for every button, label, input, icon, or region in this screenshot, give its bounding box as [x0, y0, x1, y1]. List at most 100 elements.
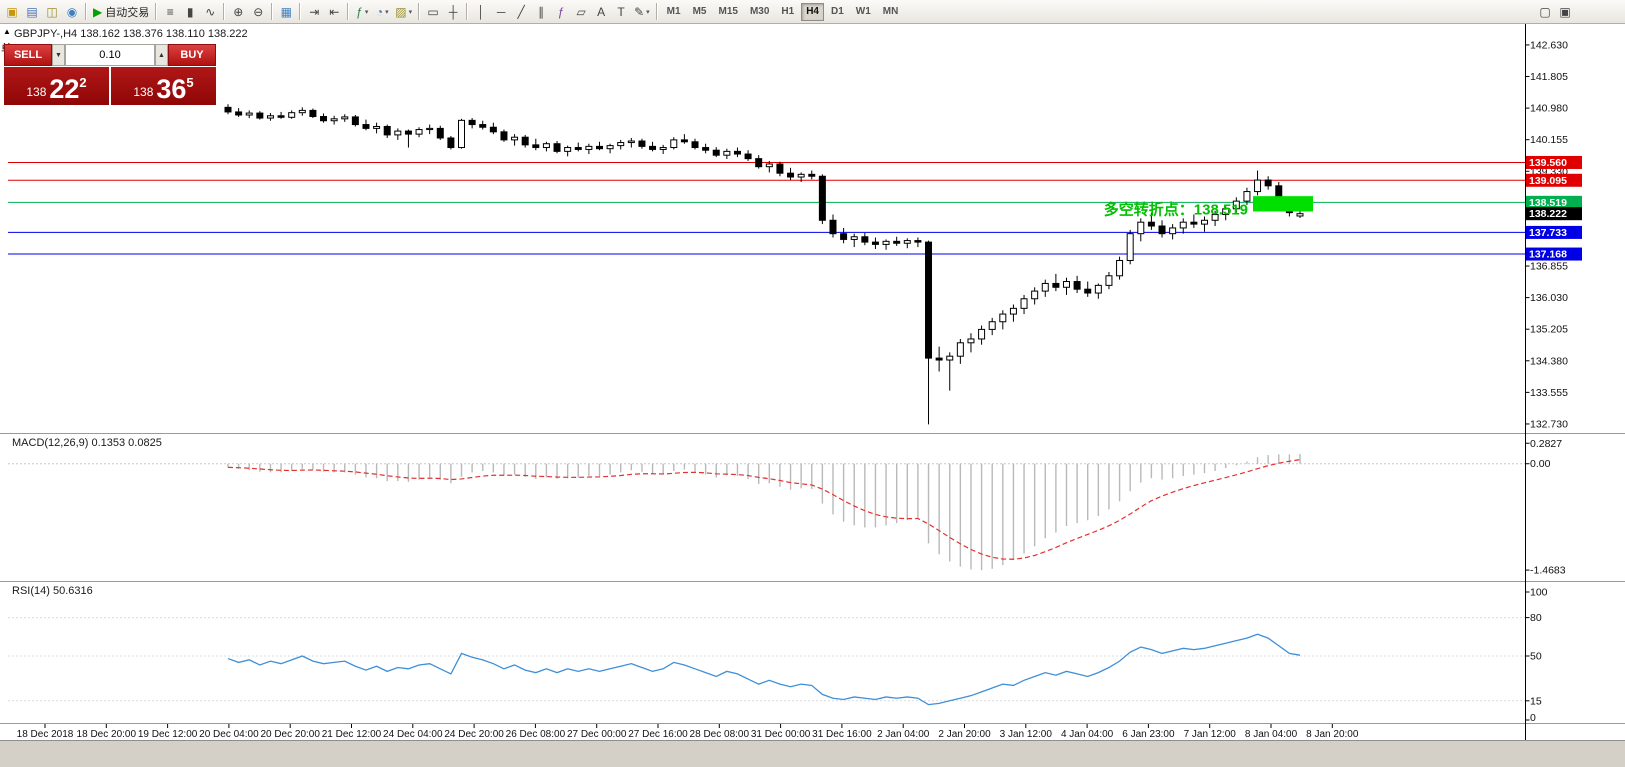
timeframe-w1-button[interactable]: W1: [851, 3, 876, 21]
svg-text:15: 15: [1530, 695, 1542, 707]
axis-label-138.519: 138.519: [1526, 195, 1582, 209]
lot-size-input[interactable]: [65, 44, 155, 66]
vertical-line-icon[interactable]: │: [471, 2, 491, 22]
candlestick-chart-icon: ▮: [186, 4, 194, 19]
periods-icon[interactable]: ◔ ▾: [372, 2, 392, 22]
arrows-icon[interactable]: ✎ ▾: [631, 2, 653, 22]
svg-text:3 Jan 12:00: 3 Jan 12:00: [1000, 729, 1053, 740]
svg-text:27 Dec 16:00: 27 Dec 16:00: [628, 729, 688, 740]
timeframe-mn-button[interactable]: MN: [878, 3, 904, 21]
collapse-panel-arrow-icon[interactable]: ▲: [3, 27, 11, 36]
candlestick-chart-icon[interactable]: ▮: [180, 2, 200, 22]
indicators-icon[interactable]: ƒ ▾: [352, 2, 372, 22]
zoom-out-icon[interactable]: ⊖: [248, 2, 268, 22]
horizontal-line-icon: ─: [496, 4, 506, 19]
templates-icon[interactable]: ▨ ▾: [392, 2, 415, 22]
bid-price-prefix: 138: [26, 85, 47, 99]
timeframe-m30-button[interactable]: M30: [745, 3, 774, 21]
bar-chart-icon[interactable]: ≡: [160, 2, 180, 22]
fullscreen-icon[interactable]: ▢: [1535, 2, 1555, 22]
text-label-icon[interactable]: T: [611, 2, 631, 22]
svg-text:0: 0: [1530, 712, 1536, 724]
svg-text:27 Dec 00:00: 27 Dec 00:00: [567, 729, 627, 740]
refresh-icon[interactable]: ◉: [62, 2, 82, 22]
buy-button[interactable]: BUY: [168, 44, 216, 66]
trendline-icon[interactable]: ╱: [511, 2, 531, 22]
svg-text:138.519: 138.519: [1529, 197, 1567, 209]
cursor-icon[interactable]: ▭: [423, 2, 443, 22]
svg-text:0.2827: 0.2827: [1530, 438, 1562, 450]
new-order-icon: ▣: [6, 4, 18, 19]
chart-title-ohlc: GBPJPY-,H4 138.162 138.376 138.110 138.2…: [14, 28, 248, 40]
ask-price-prefix: 138: [133, 85, 154, 99]
toolbar-separator: [85, 3, 87, 20]
tile-windows-icon[interactable]: ▦: [276, 2, 296, 22]
chart-window-icon: ▤: [26, 4, 38, 19]
svg-text:8 Jan 04:00: 8 Jan 04:00: [1245, 729, 1298, 740]
vertical-line-icon: │: [477, 4, 485, 19]
svg-text:50: 50: [1530, 651, 1542, 663]
svg-text:8 Jan 20:00: 8 Jan 20:00: [1306, 729, 1359, 740]
autotrading-button[interactable]: ▶ 自动交易: [90, 2, 152, 22]
sell-button[interactable]: SELL: [4, 44, 52, 66]
horizontal-line-icon[interactable]: ─: [491, 2, 511, 22]
svg-text:31 Dec 00:00: 31 Dec 00:00: [751, 729, 811, 740]
svg-text:21 Dec 12:00: 21 Dec 12:00: [322, 729, 382, 740]
profiles-icon[interactable]: ◫: [42, 2, 62, 22]
line-chart-icon[interactable]: ∿: [200, 2, 220, 22]
window-list-icon[interactable]: ▣: [1555, 2, 1575, 22]
shapes-icon[interactable]: ▱: [571, 2, 591, 22]
text-icon[interactable]: A: [591, 2, 611, 22]
dropdown-caret-icon: ▾: [385, 8, 389, 16]
crosshair-icon[interactable]: ┼: [443, 2, 463, 22]
lot-increase-button[interactable]: ▲: [155, 44, 168, 66]
annotation-text[interactable]: 多空转折点：138.519: [1104, 200, 1248, 218]
arrows-icon: ✎: [634, 4, 645, 19]
svg-text:2 Jan 20:00: 2 Jan 20:00: [938, 729, 991, 740]
svg-text:24 Dec 20:00: 24 Dec 20:00: [444, 729, 504, 740]
highlight-rectangle[interactable]: [1253, 196, 1313, 212]
svg-text:137.733: 137.733: [1529, 227, 1567, 239]
chart-shift-icon: ⇤: [329, 4, 340, 19]
timeframe-h4-button[interactable]: H4: [801, 2, 824, 21]
crosshair-icon: ┼: [448, 4, 458, 19]
fibonacci-icon[interactable]: ƒ: [551, 2, 571, 22]
periods-icon: ◔: [375, 4, 384, 19]
buy-price-button[interactable]: 138 36 5: [111, 67, 216, 105]
dropdown-caret-icon: ▾: [408, 8, 413, 16]
svg-text:24 Dec 04:00: 24 Dec 04:00: [383, 729, 443, 740]
bid-price-sup: 2: [79, 75, 87, 90]
chart-shift-icon[interactable]: ⇤: [324, 2, 344, 22]
dropdown-caret-icon: ▾: [364, 8, 369, 16]
svg-text:100: 100: [1530, 587, 1548, 599]
lot-decrease-button[interactable]: ▼: [52, 44, 65, 66]
tile-windows-icon: ▦: [280, 4, 292, 19]
toolbar: ▣ ▤ ◫ ◉ ▶ 自动交易 ≡ ▮ ∿ ⊕ ⊖ ▦ ⇥ ⇤ ƒ ▾ ◔ ▾ ▨ ▾ ▭ ┼ │ ─ ╱ ∥ ƒ ▱ A T ✎ ▾ M1 M5 M…: [0, 0, 1625, 24]
new-order-icon[interactable]: ▣: [2, 2, 22, 22]
chart-background: [0, 24, 1625, 740]
zoom-in-icon[interactable]: ⊕: [228, 2, 248, 22]
svg-text:136.855: 136.855: [1530, 261, 1568, 273]
svg-text:134.380: 134.380: [1530, 355, 1568, 367]
timeframe-m1-button[interactable]: M1: [662, 3, 686, 21]
timeframe-h1-button[interactable]: H1: [776, 3, 799, 21]
trendline-icon: ╱: [517, 4, 525, 19]
profiles-icon: ◫: [46, 4, 58, 19]
channel-icon[interactable]: ∥: [531, 2, 551, 22]
time-axis[interactable]: 18 Dec 2018 18 Dec 20:00 19 Dec 12:00 20 De…: [17, 724, 1359, 740]
timeframe-d1-button[interactable]: D1: [826, 3, 849, 21]
zoom-in-icon: ⊕: [233, 4, 244, 19]
sell-price-button[interactable]: 138 22 2: [4, 67, 109, 105]
svg-text:18 Dec 2018: 18 Dec 2018: [17, 729, 74, 740]
bar-chart-icon: ≡: [166, 4, 174, 19]
rsi-indicator-label: RSI(14) 50.6316: [12, 585, 93, 597]
timeframe-m15-button[interactable]: M15: [713, 3, 742, 21]
svg-text:140.155: 140.155: [1530, 134, 1568, 146]
chart-window-icon[interactable]: ▤: [22, 2, 42, 22]
macd-indicator-label: MACD(12,26,9) 0.1353 0.0825: [12, 437, 162, 449]
svg-text:133.555: 133.555: [1530, 387, 1568, 399]
timeframe-m5-button[interactable]: M5: [688, 3, 712, 21]
auto-scroll-icon[interactable]: ⇥: [304, 2, 324, 22]
horizontal-lines: [8, 161, 1525, 255]
